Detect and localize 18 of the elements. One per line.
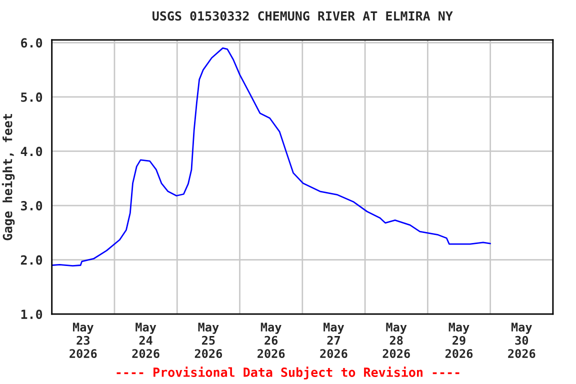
x-tick-label: May 25 2026 [194, 322, 222, 358]
y-tick-label: 6.0 [21, 38, 42, 48]
y-tick-label: 4.0 [20, 146, 42, 156]
x-tick-label: May 24 2026 [132, 322, 160, 358]
y-tick-label: 5.0 [21, 92, 42, 102]
x-tick-label: May 29 2026 [445, 322, 473, 358]
y-axis-title: Gage height, feet [2, 114, 15, 240]
line-series [52, 47, 492, 266]
x-tick-label: May 30 2026 [508, 322, 536, 358]
y-tick-label: 1.0 [21, 310, 42, 320]
y-tick-label: 3.0 [21, 201, 42, 210]
x-tick-label: May 23 2026 [70, 322, 97, 358]
x-tick-label: May 26 2026 [258, 322, 285, 358]
y-tick-label: 2.0 [20, 255, 42, 265]
text: ---- Provisional Data Subject to Revision ---- [116, 366, 460, 380]
x-tick-label: May 28 2026 [382, 322, 410, 358]
x-tick-label: May 27 2026 [320, 322, 348, 358]
chart-title: USGS 01530332 CHEMUNG RIVER AT ELMIRA NY [152, 11, 453, 21]
